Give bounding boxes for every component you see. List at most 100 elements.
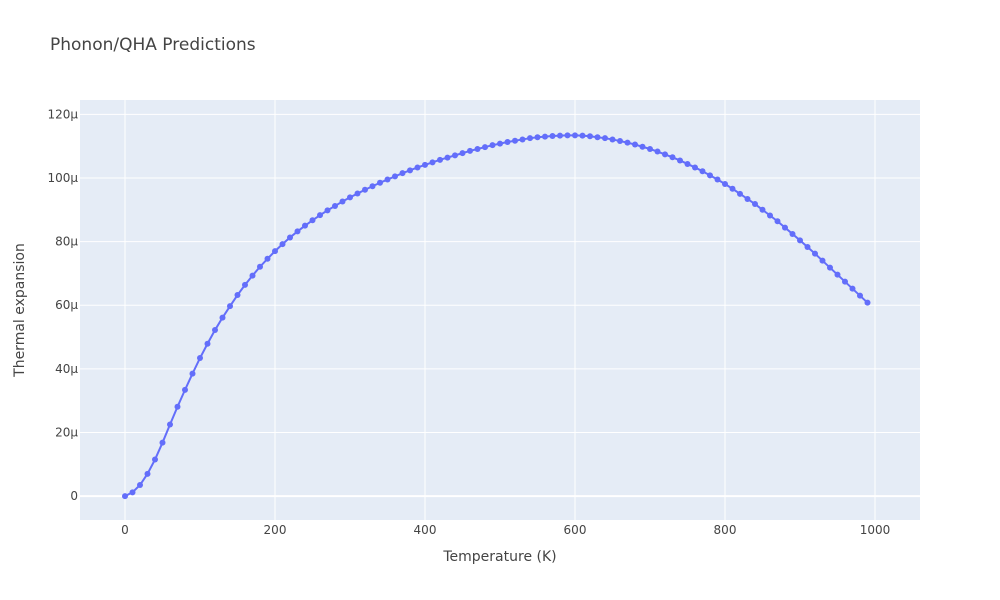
- data-point[interactable]: [482, 144, 488, 151]
- data-point[interactable]: [654, 148, 661, 155]
- data-point[interactable]: [602, 135, 608, 142]
- data-point[interactable]: [804, 244, 811, 250]
- data-point[interactable]: [182, 386, 188, 393]
- data-point[interactable]: [414, 164, 421, 171]
- data-point[interactable]: [437, 156, 443, 163]
- data-point[interactable]: [422, 161, 428, 168]
- data-point[interactable]: [377, 179, 383, 186]
- data-point[interactable]: [729, 185, 736, 192]
- data-point[interactable]: [354, 190, 361, 197]
- data-point[interactable]: [849, 285, 856, 292]
- data-point[interactable]: [144, 470, 151, 477]
- data-point[interactable]: [294, 228, 301, 235]
- data-point[interactable]: [137, 482, 143, 488]
- data-point[interactable]: [759, 206, 766, 213]
- data-point[interactable]: [714, 176, 721, 183]
- data-point[interactable]: [489, 142, 496, 149]
- data-point[interactable]: [129, 489, 136, 496]
- data-point[interactable]: [122, 493, 128, 500]
- data-point[interactable]: [647, 146, 653, 152]
- data-point[interactable]: [392, 173, 398, 180]
- data-point[interactable]: [174, 403, 181, 410]
- data-point[interactable]: [632, 141, 638, 148]
- data-point[interactable]: [287, 234, 293, 241]
- data-point[interactable]: [699, 168, 706, 175]
- data-point[interactable]: [257, 263, 263, 270]
- data-point[interactable]: [204, 340, 211, 347]
- data-point[interactable]: [834, 271, 841, 278]
- data-point[interactable]: [842, 278, 848, 285]
- data-point[interactable]: [264, 255, 271, 262]
- data-point[interactable]: [789, 230, 796, 237]
- data-point[interactable]: [527, 135, 533, 142]
- data-point[interactable]: [827, 264, 833, 271]
- data-point[interactable]: [737, 190, 743, 197]
- data-point[interactable]: [452, 152, 458, 159]
- data-point[interactable]: [864, 299, 871, 306]
- data-point[interactable]: [624, 139, 631, 146]
- data-point[interactable]: [347, 194, 353, 201]
- data-point[interactable]: [339, 198, 346, 205]
- data-point[interactable]: [309, 217, 316, 224]
- data-point[interactable]: [587, 133, 593, 140]
- data-point[interactable]: [639, 143, 646, 150]
- data-point[interactable]: [722, 181, 728, 187]
- data-point[interactable]: [504, 139, 511, 145]
- data-point[interactable]: [272, 248, 278, 255]
- data-point[interactable]: [692, 164, 698, 171]
- data-point[interactable]: [474, 146, 481, 152]
- data-point[interactable]: [557, 132, 563, 139]
- data-point[interactable]: [362, 186, 368, 193]
- data-point[interactable]: [197, 355, 203, 362]
- data-point[interactable]: [662, 151, 668, 158]
- data-point[interactable]: [744, 195, 751, 202]
- data-point[interactable]: [497, 140, 503, 147]
- data-point[interactable]: [332, 202, 338, 209]
- data-point[interactable]: [234, 292, 241, 299]
- data-point[interactable]: [594, 134, 601, 141]
- data-point[interactable]: [617, 138, 623, 145]
- data-point[interactable]: [812, 250, 818, 257]
- data-point[interactable]: [459, 150, 466, 157]
- data-point[interactable]: [242, 281, 248, 288]
- data-point[interactable]: [384, 176, 391, 183]
- data-point[interactable]: [767, 212, 773, 219]
- data-point[interactable]: [167, 421, 173, 428]
- data-point[interactable]: [752, 201, 758, 208]
- data-point[interactable]: [684, 160, 691, 167]
- data-point[interactable]: [189, 370, 196, 377]
- data-point[interactable]: [774, 218, 781, 225]
- data-point[interactable]: [219, 314, 226, 321]
- data-point[interactable]: [819, 257, 826, 264]
- data-point[interactable]: [279, 241, 286, 248]
- data-point[interactable]: [669, 154, 676, 161]
- data-point[interactable]: [444, 154, 451, 161]
- data-point[interactable]: [407, 167, 413, 174]
- data-point[interactable]: [227, 303, 233, 310]
- data-point[interactable]: [534, 134, 541, 141]
- data-point[interactable]: [542, 133, 548, 140]
- data-point[interactable]: [677, 157, 683, 164]
- data-point[interactable]: [782, 224, 788, 231]
- data-point[interactable]: [317, 212, 323, 219]
- data-point[interactable]: [519, 136, 526, 143]
- data-point[interactable]: [212, 327, 218, 334]
- data-point[interactable]: [324, 207, 331, 214]
- data-point[interactable]: [152, 456, 158, 463]
- data-point[interactable]: [159, 439, 166, 446]
- data-point[interactable]: [369, 183, 376, 190]
- data-point[interactable]: [302, 222, 308, 229]
- data-point[interactable]: [564, 132, 571, 139]
- data-point[interactable]: [572, 132, 578, 139]
- data-point[interactable]: [512, 137, 518, 144]
- data-point[interactable]: [399, 170, 406, 177]
- data-point[interactable]: [579, 132, 586, 139]
- data-point[interactable]: [429, 159, 436, 166]
- data-point[interactable]: [797, 237, 803, 244]
- data-point[interactable]: [249, 272, 256, 279]
- data-point[interactable]: [707, 172, 713, 179]
- data-point[interactable]: [857, 292, 863, 299]
- data-point[interactable]: [467, 147, 473, 154]
- data-point[interactable]: [609, 136, 616, 143]
- data-point[interactable]: [549, 132, 556, 139]
